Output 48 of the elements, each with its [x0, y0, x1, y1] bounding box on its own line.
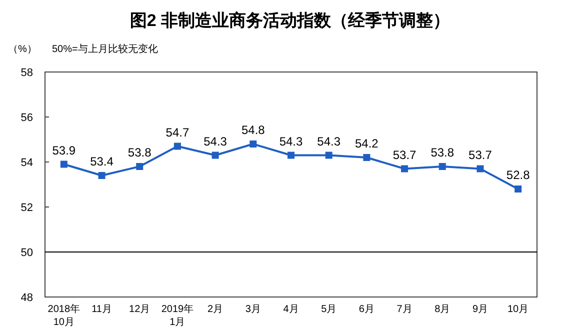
y-tick-label: 54 [20, 157, 33, 169]
x-tick-label: 12月 [129, 304, 150, 315]
data-label: 53.8 [430, 146, 454, 160]
data-label: 54.3 [279, 134, 303, 148]
x-tick-label: 6月 [358, 304, 374, 315]
point [476, 165, 484, 172]
point [174, 142, 181, 150]
point [212, 152, 219, 159]
point [325, 152, 332, 159]
point [401, 165, 408, 172]
data-label: 54.8 [241, 123, 266, 137]
x-tick-label: 2018年 10月 [48, 303, 80, 328]
y-axis-title: （%） [8, 44, 37, 55]
x-tick-label: 2019年 1月 [161, 303, 194, 328]
point [60, 160, 68, 168]
y-tick-label: 52 [20, 202, 33, 214]
y-tick-label: 48 [20, 292, 33, 304]
y-tick-label: 50 [20, 247, 33, 259]
point [438, 163, 446, 170]
x-tick-label: 4月 [283, 304, 299, 315]
point [136, 163, 144, 170]
x-tick-label: 7月 [396, 304, 412, 315]
data-label: 54.7 [166, 125, 190, 140]
y-tick-label: 58 [20, 67, 33, 79]
data-label: 52.8 [506, 168, 530, 182]
point [514, 186, 522, 192]
x-tick-label: 10月 [508, 304, 529, 315]
x-tick-label: 8月 [434, 304, 450, 315]
x-tick-label: 5月 [321, 304, 337, 315]
data-label: 53.7 [468, 148, 492, 162]
data-label: 54.3 [317, 134, 341, 148]
point [250, 140, 257, 148]
data-label: 53.4 [90, 154, 114, 168]
x-tick-label: 3月 [245, 304, 261, 315]
data-label: 53.9 [52, 143, 76, 158]
point [98, 172, 106, 179]
data-label: 54.3 [204, 134, 228, 148]
x-tick-label: 11月 [92, 304, 112, 315]
chart-title: 图2 非制造业商务活动指数（经季节调整） [130, 11, 450, 30]
point [288, 152, 294, 159]
x-tick-label: 2月 [208, 304, 224, 315]
x-tick-label: 9月 [472, 304, 488, 315]
data-label: 53.8 [128, 146, 152, 160]
data-label: 54.2 [355, 136, 379, 150]
data-label: 53.7 [392, 148, 417, 162]
point [363, 154, 370, 161]
text: 50%=与上月比较无变化 [52, 43, 158, 55]
y-tick-label: 56 [20, 112, 33, 124]
